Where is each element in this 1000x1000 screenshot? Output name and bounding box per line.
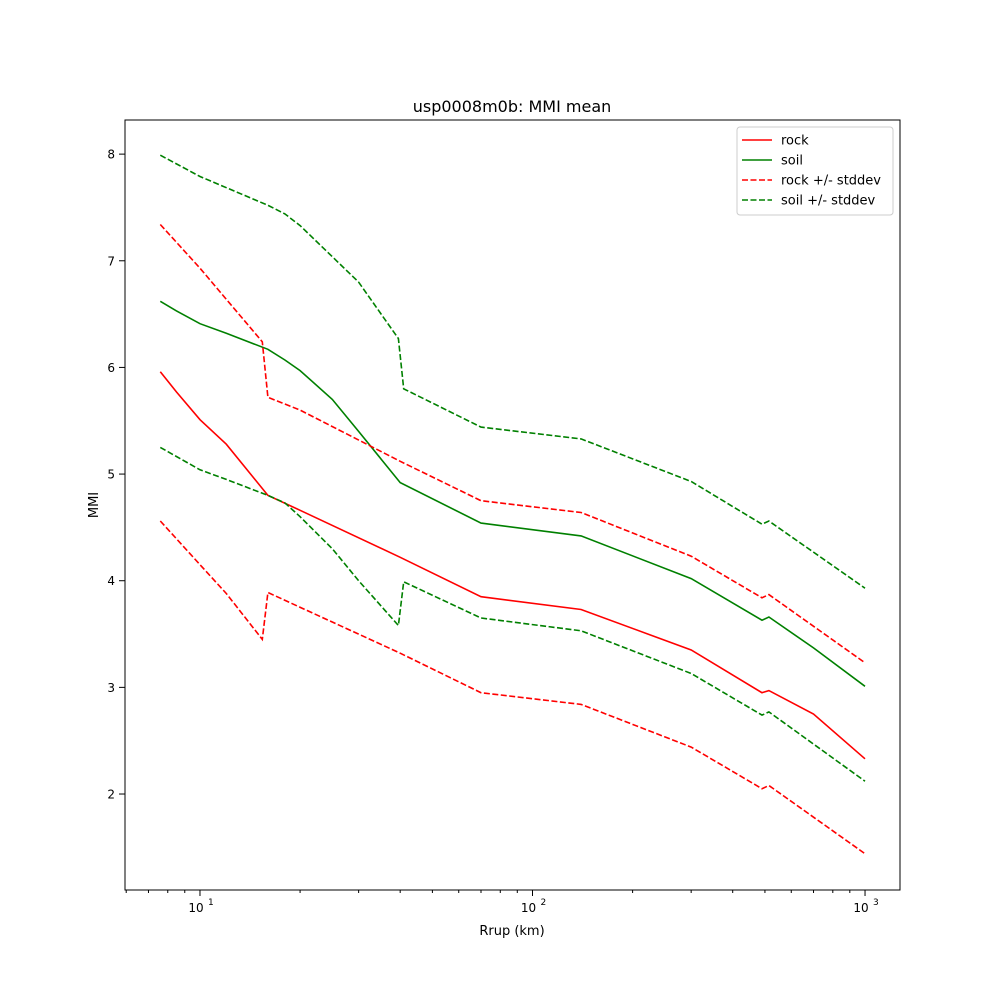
plot-area bbox=[159, 154, 866, 855]
y-tick-label: 8 bbox=[107, 148, 115, 162]
y-tick-label: 5 bbox=[107, 468, 115, 482]
y-tick-label: 7 bbox=[107, 254, 115, 268]
legend-label: rock bbox=[781, 134, 809, 149]
series-line-rock-stddev-lower- bbox=[159, 520, 866, 855]
y-axis: 2 3 4 5 6 7 8 bbox=[107, 148, 125, 802]
x-axis-label: Rrup (km) bbox=[479, 924, 544, 939]
y-axis-label: MMI bbox=[87, 492, 102, 518]
x-axis: 10 1 10 2 10 3 bbox=[125, 890, 879, 915]
y-tick-label: 2 bbox=[107, 788, 115, 802]
x-tick-label-exponent: 2 bbox=[541, 898, 547, 908]
chart-title: usp0008m0b: MMI mean bbox=[413, 97, 612, 116]
legend-label: soil +/- stddev bbox=[781, 194, 876, 209]
y-tick-label: 3 bbox=[107, 681, 115, 695]
x-tick-label: 10 bbox=[521, 901, 536, 915]
axes-frame bbox=[124, 119, 901, 891]
legend-label: rock +/- stddev bbox=[781, 174, 881, 189]
legend: rock soil rock +/- stddev soil +/- stddev bbox=[736, 126, 894, 216]
y-tick-label: 4 bbox=[107, 574, 115, 588]
series-line-rock bbox=[159, 371, 866, 760]
series-line-soil bbox=[159, 300, 866, 687]
legend-label: soil bbox=[781, 154, 803, 169]
series-line-rock-stddev bbox=[159, 223, 866, 664]
series-line-soil-stddev-lower- bbox=[159, 446, 866, 782]
x-tick-label-exponent: 3 bbox=[873, 898, 879, 908]
legend-box bbox=[736, 126, 894, 216]
x-tick-label-exponent: 1 bbox=[208, 898, 214, 908]
y-tick-label: 6 bbox=[107, 361, 115, 375]
x-tick-label: 10 bbox=[188, 901, 203, 915]
x-tick-label: 10 bbox=[853, 901, 868, 915]
series-line-soil-stddev bbox=[159, 154, 866, 589]
